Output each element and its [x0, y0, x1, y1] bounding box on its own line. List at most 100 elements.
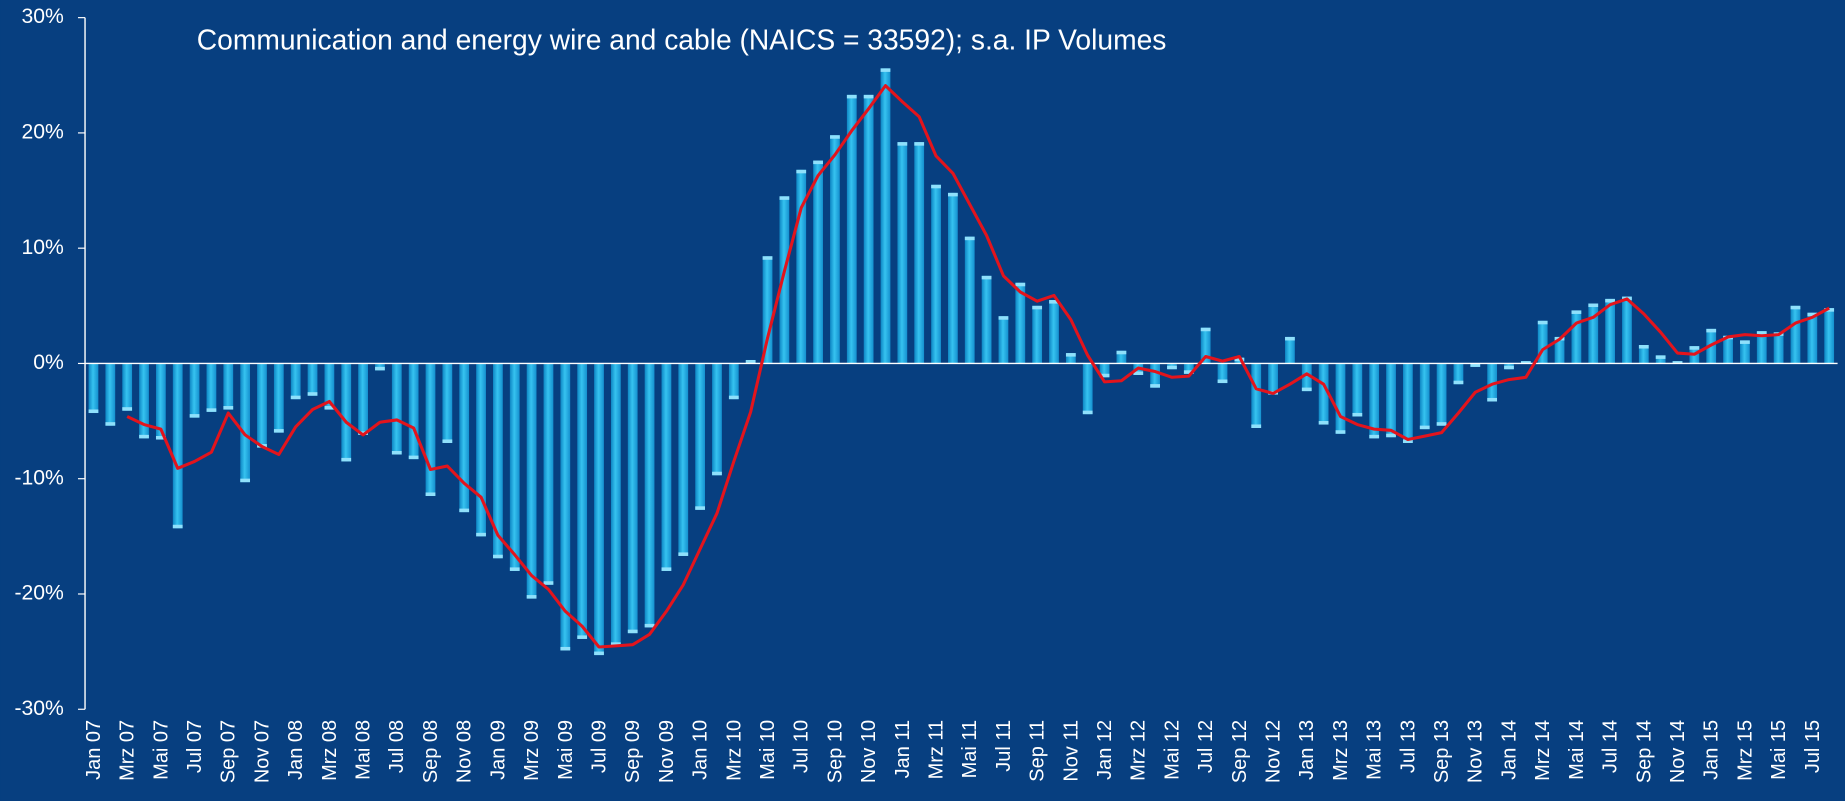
bar	[762, 256, 773, 364]
bar-cap	[1150, 384, 1160, 388]
bar	[1655, 355, 1666, 364]
bar	[948, 192, 958, 364]
bar	[779, 196, 790, 364]
x-tick-label: Nov 07	[251, 720, 273, 783]
x-tick-label: Jan 14	[1498, 720, 1520, 780]
bar	[1487, 363, 1498, 402]
bar	[796, 169, 807, 364]
bar	[1386, 363, 1396, 438]
bar-cap	[1133, 371, 1144, 375]
x-tick-label: Sep 11	[1027, 720, 1049, 782]
bar	[830, 135, 840, 364]
bar	[661, 363, 672, 571]
bar-cap	[1285, 336, 1295, 341]
bar	[1116, 350, 1127, 364]
x-tick-label: Mai 15	[1768, 720, 1790, 780]
x-tick-label: Sep 13	[1431, 720, 1453, 783]
bar	[1824, 308, 1835, 364]
bar-cap	[1588, 303, 1599, 308]
x-tick-label: Mai 09	[555, 720, 577, 780]
bar	[577, 363, 588, 639]
x-tick-label: Mai 14	[1566, 720, 1588, 780]
x-tick-label: Mai 08	[353, 720, 375, 780]
bar-cap	[1082, 410, 1093, 415]
bar-cap	[1318, 421, 1329, 425]
bar-cap	[1167, 365, 1177, 370]
bar	[273, 363, 284, 433]
bar-cap	[610, 642, 621, 646]
bar-cap	[796, 169, 807, 174]
y-tick-label: -30%	[14, 697, 64, 720]
bar-cap	[644, 623, 655, 628]
x-tick-label: Nov 12	[1263, 720, 1285, 783]
x-tick-label: Mrz 10	[723, 720, 745, 781]
bar	[257, 363, 267, 448]
x-tick-label: Jan 10	[690, 720, 712, 780]
x-tick-label: Sep 08	[420, 720, 442, 783]
bar-cap	[122, 407, 133, 411]
x-tick-label: Jul 13	[1397, 720, 1419, 773]
bar-cap	[1301, 387, 1312, 392]
bar-cap	[1015, 282, 1026, 287]
bar	[493, 363, 503, 559]
bar	[324, 363, 335, 410]
bar-cap	[1032, 305, 1043, 310]
bar	[1285, 336, 1295, 364]
bar-cap	[543, 581, 554, 585]
bar	[442, 363, 453, 443]
bar	[1200, 327, 1211, 364]
bar-cap	[813, 160, 823, 165]
x-tick-label: Sep 10	[824, 720, 846, 783]
bar	[155, 363, 166, 440]
x-tick-label: Mrz 09	[521, 720, 543, 781]
bar-cap	[1453, 380, 1464, 385]
x-tick-label: Sep 12	[1229, 720, 1251, 783]
bar	[307, 363, 318, 396]
bar-cap	[1217, 379, 1228, 384]
bar-cap	[1638, 345, 1649, 349]
x-tick-label: Mai 07	[150, 720, 172, 780]
bar-cap	[139, 434, 149, 439]
bar	[1638, 345, 1649, 364]
bar-cap	[1116, 350, 1127, 355]
bar-cap	[1571, 310, 1582, 314]
x-tick-label: Jul 15	[1802, 720, 1824, 773]
bar	[1756, 331, 1767, 364]
bar	[998, 316, 1009, 364]
x-tick-label: Mrz 12	[1128, 720, 1150, 781]
bar	[341, 363, 352, 462]
bar	[223, 363, 234, 410]
x-tick-label: Mai 13	[1364, 720, 1386, 780]
bar-cap	[560, 646, 571, 651]
x-tick-label: Jul 11	[993, 720, 1015, 772]
bar	[1537, 320, 1548, 364]
x-tick-label: Jul 09	[588, 720, 610, 773]
x-tick-label: Jul 12	[1195, 720, 1217, 773]
x-tick-label: Mrz 11	[925, 720, 947, 780]
bar-cap	[391, 450, 402, 455]
bar	[1605, 298, 1615, 364]
y-tick-label: 10%	[22, 236, 65, 259]
bar	[290, 363, 301, 400]
bar	[1150, 363, 1160, 388]
bar	[1436, 363, 1447, 426]
bar	[846, 94, 857, 364]
bar-cap	[863, 94, 874, 99]
bar-cap	[189, 414, 200, 418]
bar	[509, 363, 520, 571]
bar	[594, 363, 604, 656]
bar	[627, 363, 638, 634]
bar	[678, 363, 689, 556]
bar-cap	[880, 68, 891, 72]
bar	[1807, 312, 1818, 364]
bar-cap	[526, 595, 537, 599]
bar-cap	[1065, 353, 1076, 357]
bar	[459, 363, 470, 513]
bar	[425, 363, 436, 497]
bar	[206, 363, 217, 412]
bar	[880, 68, 891, 364]
bar	[1082, 363, 1093, 415]
x-tick-label: Jul 07	[184, 720, 206, 773]
bar	[1773, 332, 1784, 364]
bar	[863, 94, 874, 364]
